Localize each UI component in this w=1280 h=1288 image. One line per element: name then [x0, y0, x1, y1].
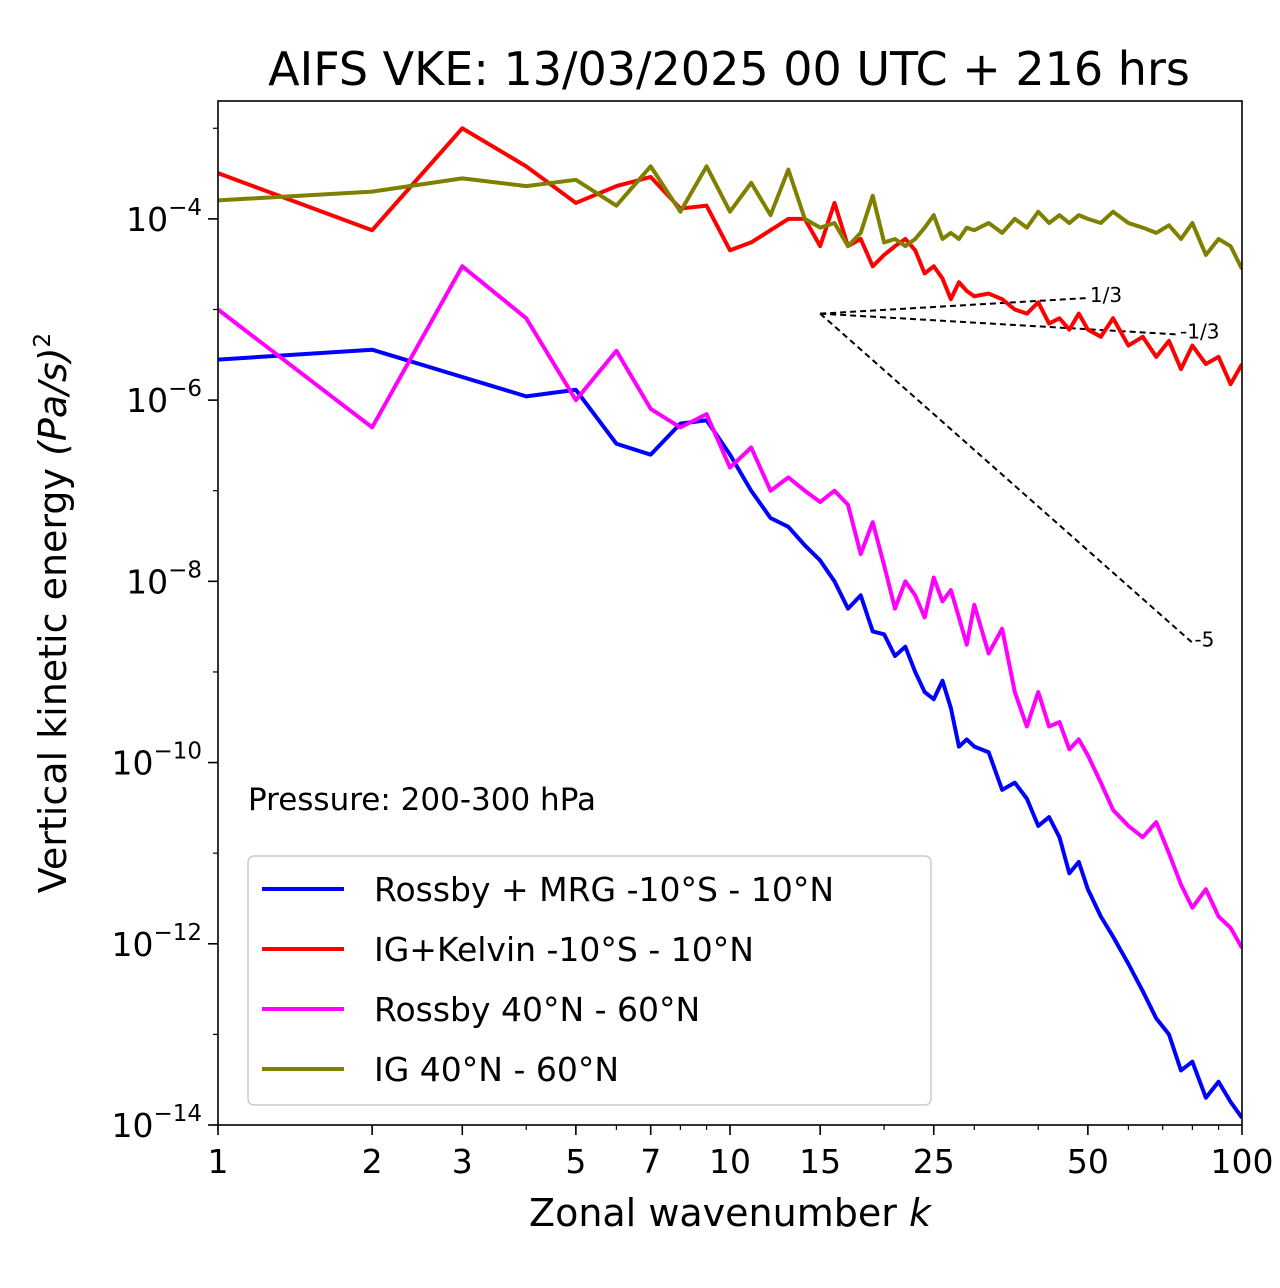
y-axis-label-text: Vertical kinetic energy	[31, 468, 75, 893]
y-tick-exponent: −6	[168, 376, 202, 402]
reference-slope-label: -1/3	[1180, 319, 1219, 343]
y-tick-label: 10−4	[126, 195, 202, 239]
x-axis-label: Zonal wavenumber k	[529, 1191, 933, 1235]
y-tick-exponent: −10	[153, 739, 202, 765]
y-axis-label-units: (Pa/s)	[31, 347, 75, 455]
reference-slope-line	[820, 296, 1088, 315]
x-tick-label: 2	[362, 1142, 383, 1181]
y-tick-base: 10	[111, 744, 153, 783]
y-tick-exponent: −14	[153, 1101, 202, 1127]
x-tick-label: 3	[452, 1142, 473, 1181]
reference-slope-label: 1/3	[1090, 283, 1122, 307]
legend-box	[247, 855, 932, 1106]
chart-title: AIFS VKE: 13/03/2025 00 UTC + 216 hrs	[268, 42, 1190, 96]
x-tick-label: 25	[913, 1142, 955, 1181]
x-axis-label-var: k	[909, 1191, 933, 1235]
y-tick-base: 10	[126, 381, 168, 420]
x-tick-label: 10	[709, 1142, 751, 1181]
series-line-ig-40-n-60-n	[218, 164, 1242, 270]
legend-label: IG 40°N - 60°N	[374, 1050, 619, 1089]
legend: Rossby + MRG -10°S - 10°N IG+Kelvin -10°S…	[247, 855, 932, 1106]
x-axis-label-text: Zonal wavenumber	[529, 1191, 897, 1235]
pressure-annotation: Pressure: 200-300 hPa	[248, 782, 596, 818]
y-tick-label: 10−8	[126, 557, 202, 601]
y-tick-base: 10	[111, 925, 153, 964]
y-tick-label: 10−10	[111, 739, 202, 783]
y-axis-label-power: 2	[30, 333, 56, 348]
x-tick-label: 50	[1067, 1142, 1109, 1181]
y-tick-base: 10	[111, 1106, 153, 1145]
x-tick-label: 7	[640, 1142, 661, 1181]
reference-slope-label: -5	[1194, 628, 1214, 652]
legend-label: Rossby 40°N - 60°N	[374, 990, 700, 1029]
x-tick-label: 100	[1211, 1142, 1274, 1181]
x-axis-ticks: 1 2 3 5 7 10 15 25 50 100	[208, 1125, 1274, 1181]
reference-slope-line	[819, 312, 1194, 644]
y-tick-exponent: −4	[168, 195, 202, 221]
y-tick-label: 10−6	[126, 376, 202, 420]
y-tick-label: 10−14	[111, 1101, 202, 1145]
y-axis-label: Vertical kinetic energy (Pa/s)2	[30, 333, 75, 893]
reference-slope-lines: 1/3 -1/3 -5	[819, 283, 1219, 652]
x-tick-label: 5	[565, 1142, 586, 1181]
series-line-ig-kelvin-10-s-10-n	[218, 126, 1242, 387]
legend-label: Rossby + MRG -10°S - 10°N	[374, 870, 834, 909]
x-tick-label: 1	[208, 1142, 229, 1181]
y-tick-exponent: −8	[168, 557, 202, 583]
series-lines	[218, 126, 1242, 1119]
y-tick-label: 10−12	[111, 920, 202, 964]
y-tick-base: 10	[126, 200, 168, 239]
y-tick-exponent: −12	[153, 920, 202, 946]
legend-label: IG+Kelvin -10°S - 10°N	[374, 930, 754, 969]
x-tick-label: 15	[799, 1142, 841, 1181]
series-line-rossby-40-n-60-n	[218, 264, 1242, 949]
y-tick-base: 10	[126, 562, 168, 601]
